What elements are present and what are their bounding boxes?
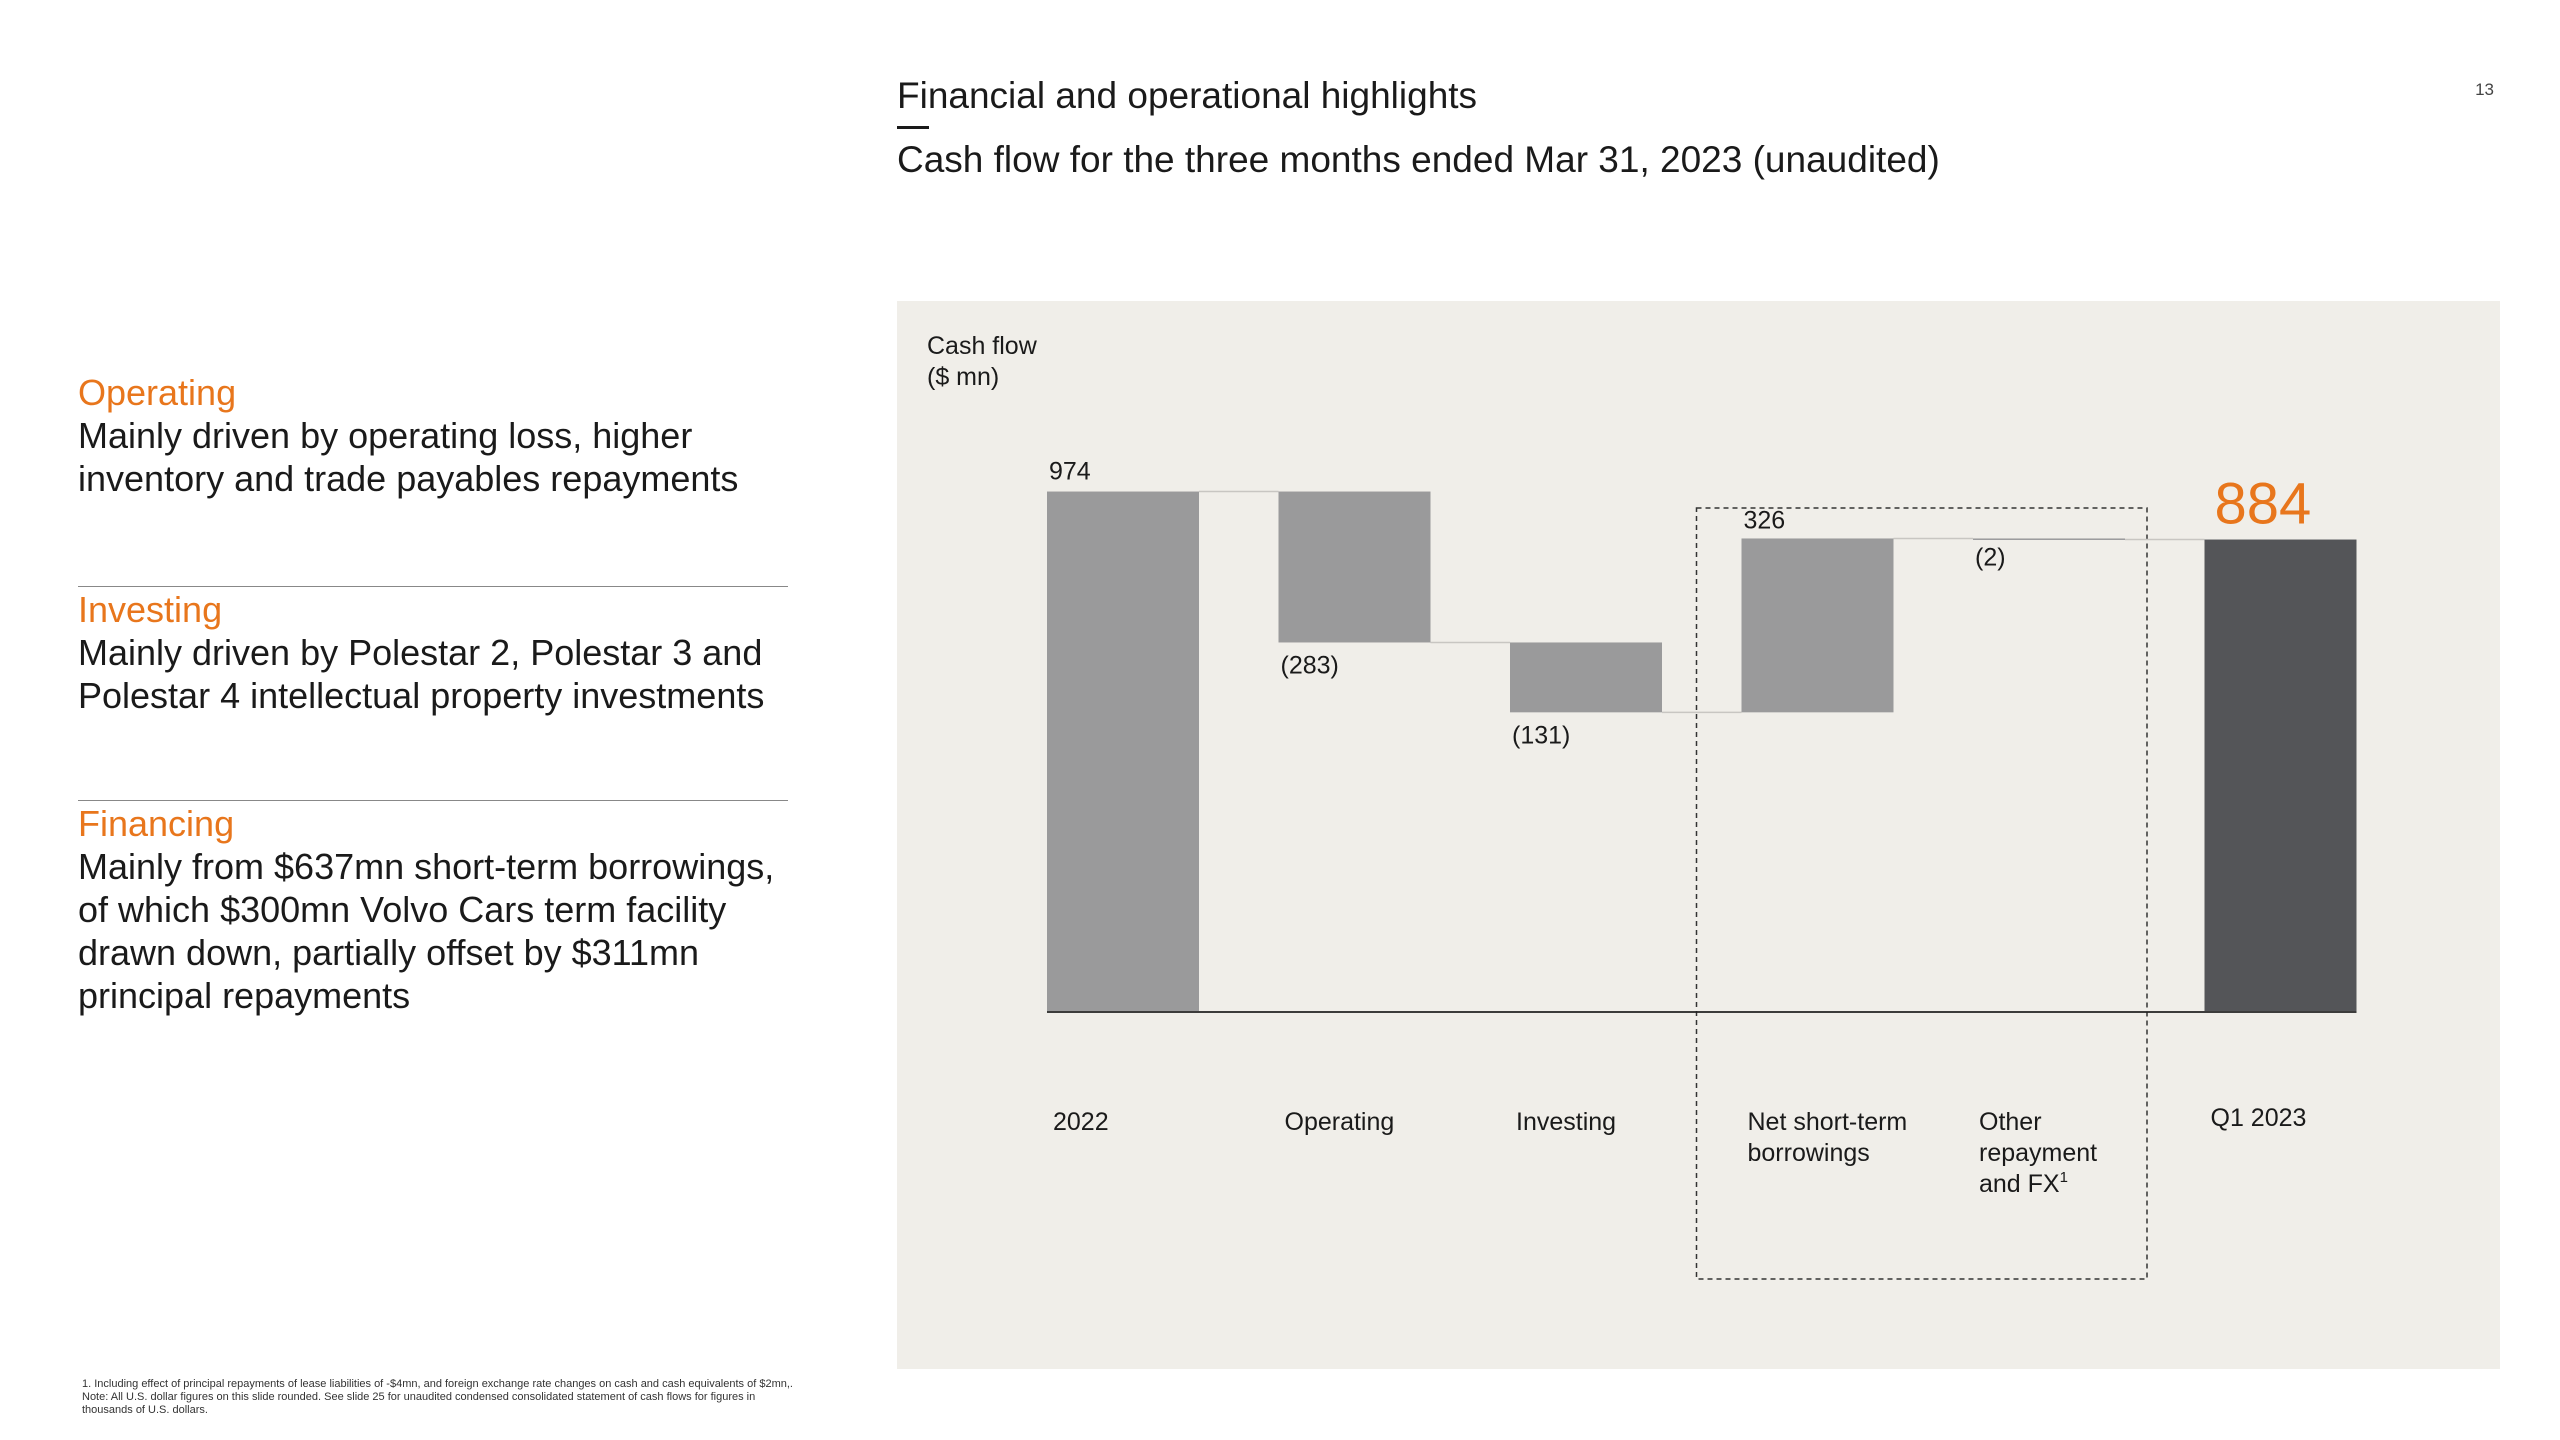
data-label: 974 — [1049, 458, 1091, 486]
category-label: 2022 — [1053, 1108, 1109, 1136]
highlight-description: Mainly driven by operating loss, higher … — [78, 415, 739, 499]
category-label: and FX1 — [1979, 1169, 2068, 1198]
waterfall-chart: 974 2022 (283) Operating (131) Investing 326 Ne… — [1047, 458, 2357, 1280]
category-label: Net short-term — [1748, 1108, 1908, 1136]
data-label: (131) — [1512, 721, 1570, 749]
bar-q1-2023 — [2204, 539, 2357, 1011]
category-label: Other — [1979, 1108, 2042, 1136]
bar-operating — [1278, 491, 1431, 643]
category-label: Operating — [1285, 1108, 1395, 1136]
category-label: Q1 2023 — [2211, 1104, 2307, 1132]
category-label: repayment — [1979, 1139, 2097, 1167]
highlight-category: Financing — [78, 803, 235, 844]
highlight-category: Investing — [78, 589, 223, 630]
y-axis-label-line: ($ mn) — [927, 363, 1000, 391]
footnote-mark: 1 — [2060, 1169, 2068, 1186]
category-label: Investing — [1516, 1108, 1616, 1136]
footnote: 1. Including effect of principal repayme… — [82, 1378, 802, 1417]
title-divider — [897, 126, 929, 129]
section-title: Financial and operational highlights — [897, 75, 1478, 116]
data-label: (2) — [1975, 544, 2006, 572]
y-axis-label: Cash flow ($ mn) — [927, 331, 1037, 393]
highlight-description: Mainly from $637mn short-term borrowings… — [78, 846, 775, 1016]
page-title: Cash flow for the three months ended Mar… — [897, 139, 1940, 180]
footnote-note: Note: All U.S. dollar figures on this sl… — [82, 1391, 756, 1416]
highlight-financing: Financing Mainly from $637mn short-term … — [78, 800, 788, 1017]
highlight-group-box — [1695, 507, 2148, 1280]
highlight-operating: Operating Mainly driven by operating los… — [78, 372, 788, 500]
bar-net-short-term-borrowings — [1741, 538, 1894, 713]
y-axis-label-line: Cash flow — [927, 332, 1037, 360]
bar-investing — [1510, 642, 1662, 713]
footnote-1: 1. Including effect of principal repayme… — [82, 1378, 793, 1390]
header: Financial and operational highlights Cas… — [897, 74, 1940, 185]
bar-other-repayment-and-fx — [1973, 538, 2125, 540]
highlight-category: Operating — [78, 372, 237, 413]
data-label: 884 — [2215, 472, 2312, 537]
data-label: (283) — [1281, 651, 1339, 679]
page-number: 13 — [2475, 80, 2494, 99]
data-label: 326 — [1744, 506, 1786, 534]
bar-2022 — [1047, 491, 1199, 1011]
highlight-description: Mainly driven by Polestar 2, Polestar 3 … — [78, 632, 765, 716]
cash-flow-chart-panel: Cash flow ($ mn) 974 2022 (283) Operating (1… — [897, 301, 2500, 1369]
category-label: borrowings — [1748, 1139, 1870, 1167]
highlight-investing: Investing Mainly driven by Polestar 2, P… — [78, 586, 788, 717]
